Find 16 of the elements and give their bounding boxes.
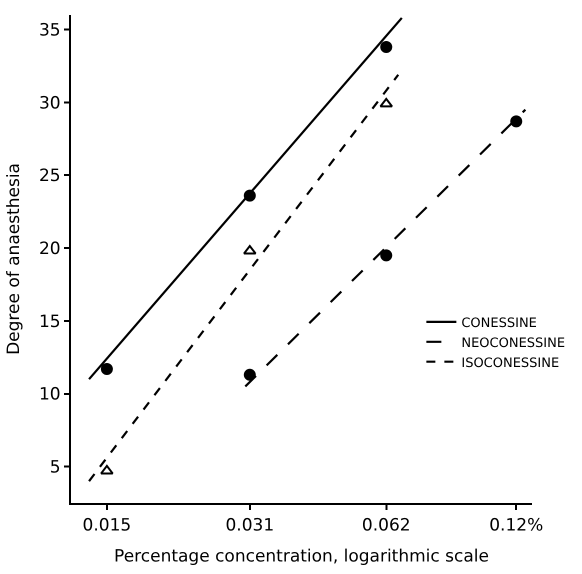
y-tick-label: 15: [38, 312, 61, 332]
y-tick-label: 10: [38, 384, 61, 405]
y-tick-label: 25: [38, 166, 61, 186]
x-tick-label: 0.12%: [489, 515, 544, 536]
y-tick-label: 20: [38, 239, 61, 260]
legend-label: NEOCONESSINE: [461, 336, 566, 351]
y-tick-label: 5: [50, 458, 61, 478]
y-tick-label: 35: [38, 20, 61, 41]
y-tick-label: 30: [38, 93, 61, 114]
legend-label: ISOCONESSINE: [461, 356, 560, 371]
x-tick-label: 0.015: [82, 515, 132, 536]
legend-label: CONESSINE: [461, 316, 537, 331]
x-axis-title: Percentage concentration, logarithmic scale: [114, 546, 489, 566]
x-tick-label: 0.062: [362, 515, 411, 536]
y-axis-title: Degree of anaesthesia: [4, 163, 24, 355]
x-tick-label: 0.031: [225, 515, 274, 536]
